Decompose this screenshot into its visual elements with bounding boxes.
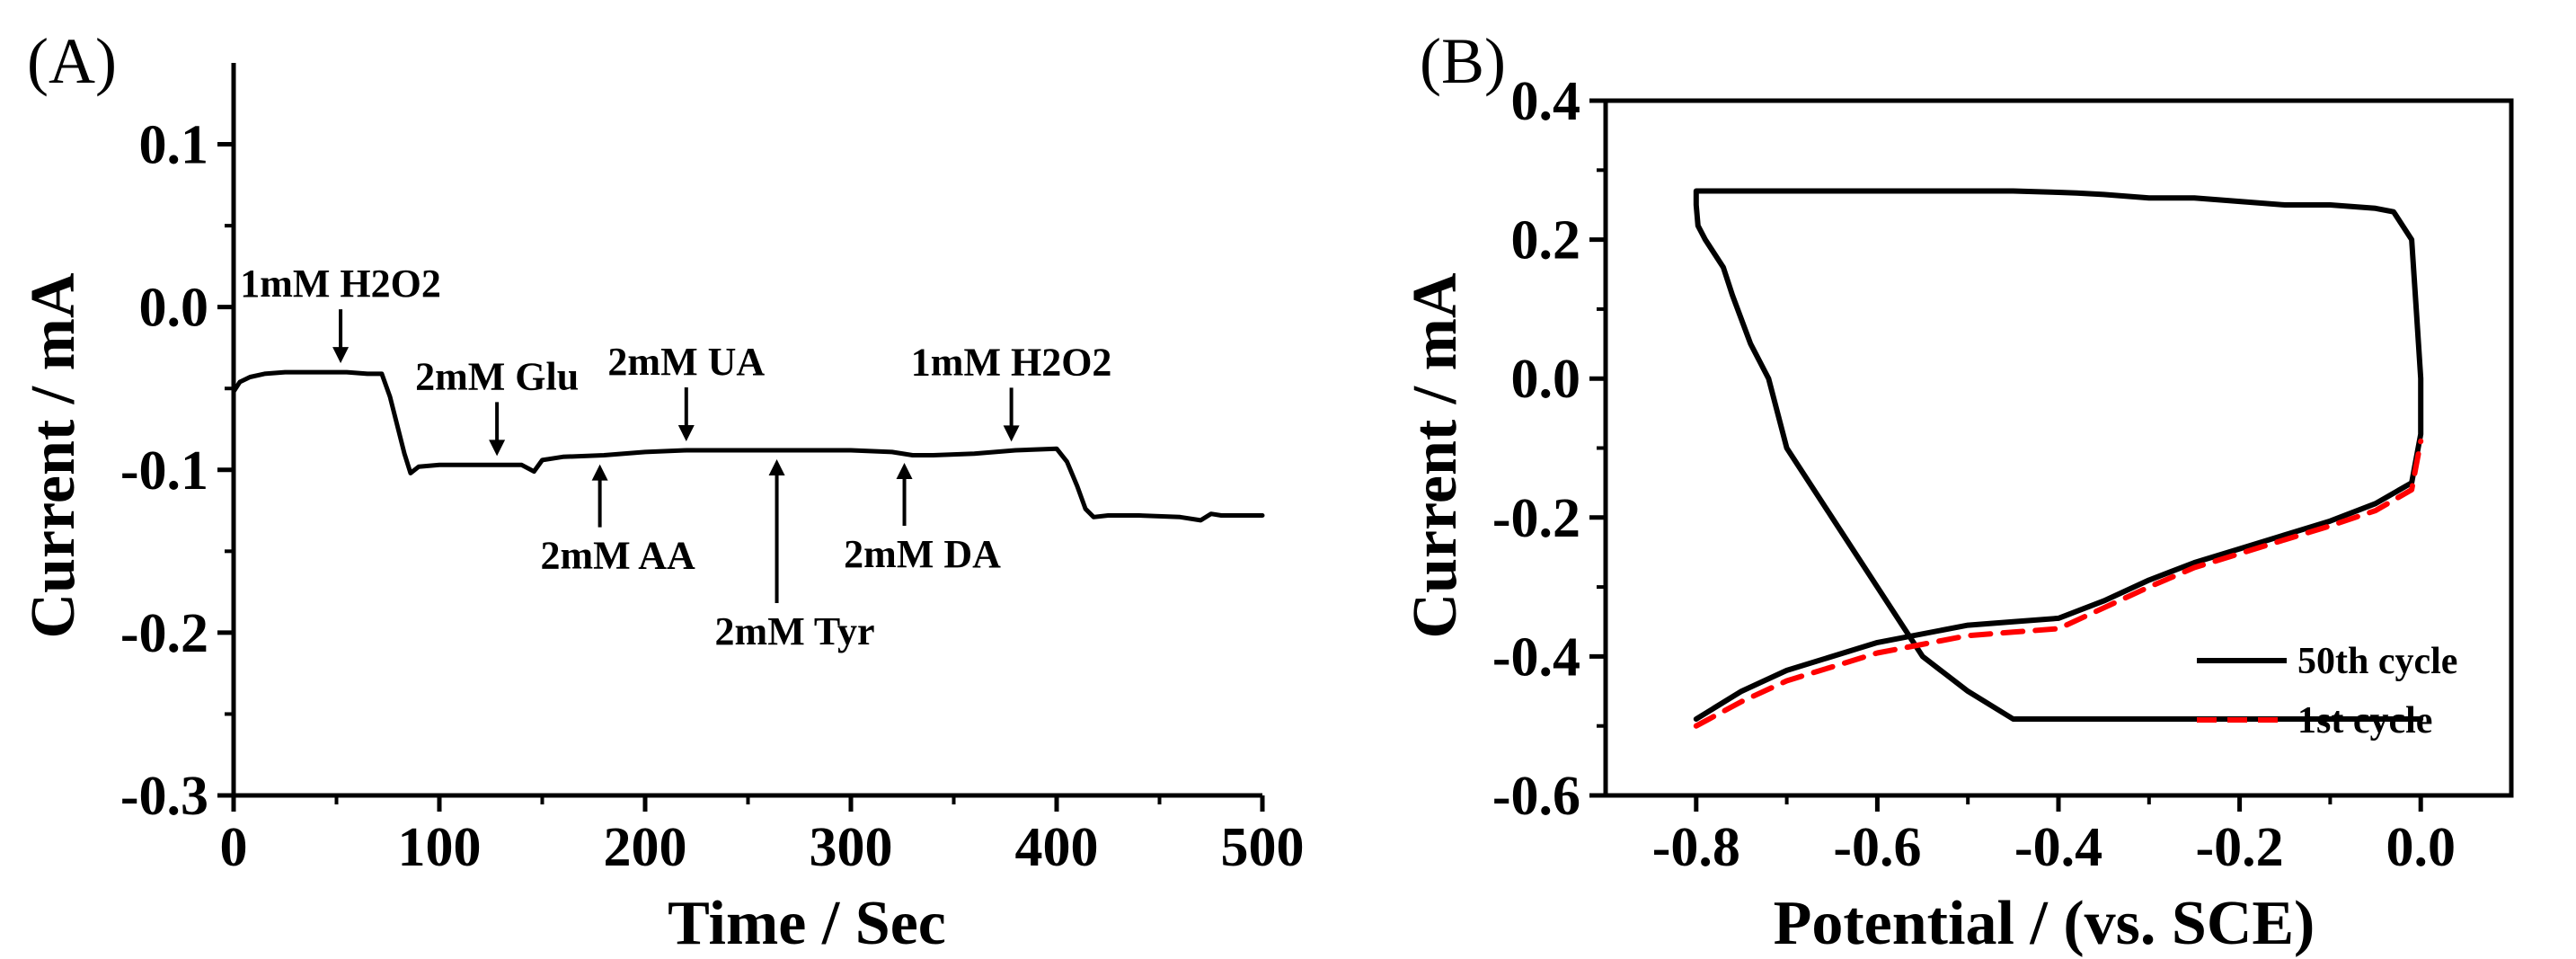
annotation-arrowhead [768,459,785,476]
panel-b: (B) -0.8 -0.6 -0.4 -0.2 0.0 -0.6 -0.4 -0.2 0.0 0.… [1401,25,2514,958]
y-tick-label: -0.1 [120,440,208,502]
annotation-label: 2mM DA [844,532,1001,576]
y-tick-label: -0.6 [1492,766,1580,827]
annotation-label: 2mM Glu [415,354,579,398]
annotation-label: 2mM Tyr [715,609,875,653]
annotation-label: 1mM H2O2 [911,340,1112,384]
y-tick-label: 0.0 [1511,349,1581,410]
panel-b-ylabel: Current / mA [1401,272,1470,638]
panel-b-xlabel: Potential / (vs. SCE) [1774,889,2315,958]
panel-a-ylabel: Current / mA [19,272,88,638]
x-tick-label: 0 [220,817,248,878]
annotation-label: 2mM UA [607,340,765,384]
annotation-label: 1mM H2O2 [240,262,441,306]
x-tick-label: -0.2 [2196,817,2284,878]
panel-a-label: (A) [27,25,117,97]
legend-label: 50th cycle [2297,641,2457,682]
annotation-arrowhead [677,425,695,442]
y-tick-label: 0.4 [1511,71,1581,132]
y-tick-label: 0.1 [139,115,209,176]
panel-a-xlabel: Time / Sec [668,889,946,958]
y-tick-label: -0.3 [120,766,208,827]
y-tick-label: 0.0 [139,278,209,339]
x-tick-label: 100 [398,817,482,878]
y-tick-label: -0.4 [1492,626,1580,688]
series-line-amperometric-response [231,369,1265,523]
annotation-arrowhead [489,440,506,457]
x-tick-label: 400 [1015,817,1099,878]
panel-b-label: (B) [1420,25,1506,97]
x-tick-label: -0.4 [2014,817,2102,878]
series-line-1st-cycle [1693,438,2424,729]
annotation-label: 2mM AA [540,534,695,578]
panel-a: (A) 1mM H2O2 2mM Glu 2mM UA 1mM H2O2 2mM AA 2… [19,25,1305,958]
x-tick-label: 300 [810,817,893,878]
panel-b-legend: 50th cycle 1st cycle [2197,641,2457,741]
annotation-arrowhead [332,347,350,364]
annotation-arrowhead [896,463,913,480]
x-tick-label: 0.0 [2386,817,2456,878]
y-tick-label: -0.2 [1492,488,1580,549]
annotation-arrowhead [1003,425,1020,442]
x-tick-label: 200 [604,817,687,878]
annotation-arrowhead [591,464,608,481]
y-tick-label: -0.2 [120,603,208,664]
x-tick-label: -0.6 [1833,817,1921,878]
x-tick-label: 500 [1221,817,1305,878]
series-line-50th-cycle [1693,188,2424,722]
legend-label: 1st cycle [2297,700,2432,741]
y-tick-label: 0.2 [1511,210,1581,271]
x-tick-label: -0.8 [1652,817,1740,878]
